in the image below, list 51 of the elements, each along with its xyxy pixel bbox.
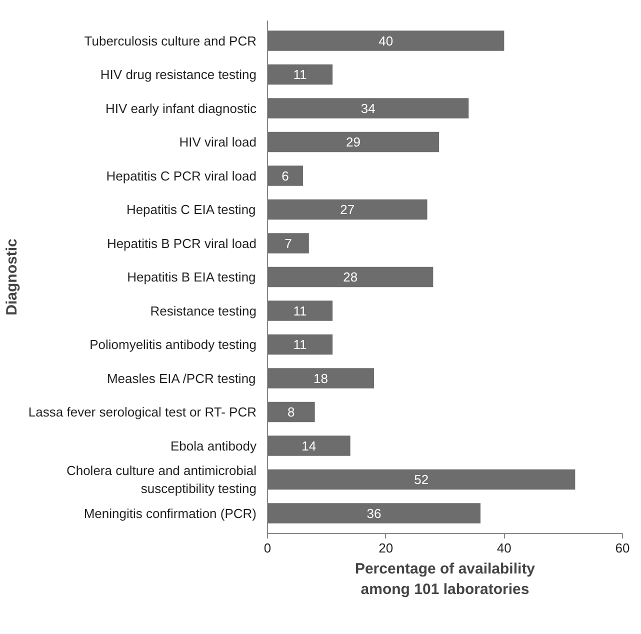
bar <box>268 469 576 490</box>
y-tick-label: Hepatitis C PCR viral load <box>106 168 257 184</box>
y-tick-label: HIV early infant diagnostic <box>105 100 257 116</box>
bar <box>268 503 480 524</box>
data-label: 8 <box>288 404 295 420</box>
data-label: 11 <box>293 303 307 318</box>
data-label: 36 <box>366 506 382 521</box>
y-tick-label: Tuberculosis culture and PCR <box>84 33 257 48</box>
y-tick-label: Ebola antibody <box>170 438 257 454</box>
data-label: 29 <box>346 134 361 150</box>
x-tick-label: 0 <box>264 540 272 556</box>
y-tick-label: Measles EIA /PCR testing <box>106 370 256 386</box>
y-tick-label: Resistance testing <box>150 303 257 318</box>
data-label: 27 <box>340 202 355 217</box>
x-axis-title: Percentage of availability among 101 laboratories <box>354 560 536 598</box>
data-label: 18 <box>314 370 328 386</box>
x-tick-label: 20 <box>378 540 394 556</box>
bar <box>268 266 434 288</box>
data-label: 7 <box>284 236 292 251</box>
bar <box>268 334 333 355</box>
data-label: 6 <box>282 168 289 184</box>
bar <box>268 64 333 85</box>
data-label: 14 <box>302 438 316 454</box>
x-tick-label: 60 <box>615 540 630 556</box>
x-tick-label: 40 <box>496 540 512 556</box>
y-tick-label: Hepatitis B PCR viral load <box>106 236 257 251</box>
bar <box>268 436 350 456</box>
bar <box>268 132 440 152</box>
y-tick-label: Meningitis confirmation (PCR) <box>84 506 257 521</box>
data-label: 11 <box>293 337 307 352</box>
y-tick-label: Cholera culture and antimicrobial susceptibility testing <box>66 463 257 496</box>
y-tick-label: Poliomyelitis antibody testing <box>90 337 257 352</box>
bar <box>268 199 428 220</box>
data-label: 34 <box>360 100 376 116</box>
bar <box>268 166 303 186</box>
data-label: 28 <box>343 270 358 284</box>
data-label: 52 <box>414 472 429 487</box>
y-tick-label: Lassa fever serological test or RT- PCR <box>28 404 257 420</box>
y-tick-label: Hepatitis B EIA testing <box>127 270 256 284</box>
data-label: 11 <box>293 67 307 82</box>
bar <box>268 233 309 254</box>
y-axis-title: Diagnostic <box>3 238 20 316</box>
y-tick-label: HIV viral load <box>179 134 257 150</box>
bar <box>268 402 315 422</box>
bar <box>268 98 469 118</box>
bar <box>268 368 374 388</box>
data-label: 40 <box>378 33 394 48</box>
y-tick-label: Hepatitis C EIA testing <box>126 202 256 217</box>
bar <box>268 30 504 51</box>
bar <box>268 300 333 321</box>
y-tick-label: HIV drug resistance testing <box>100 67 256 82</box>
